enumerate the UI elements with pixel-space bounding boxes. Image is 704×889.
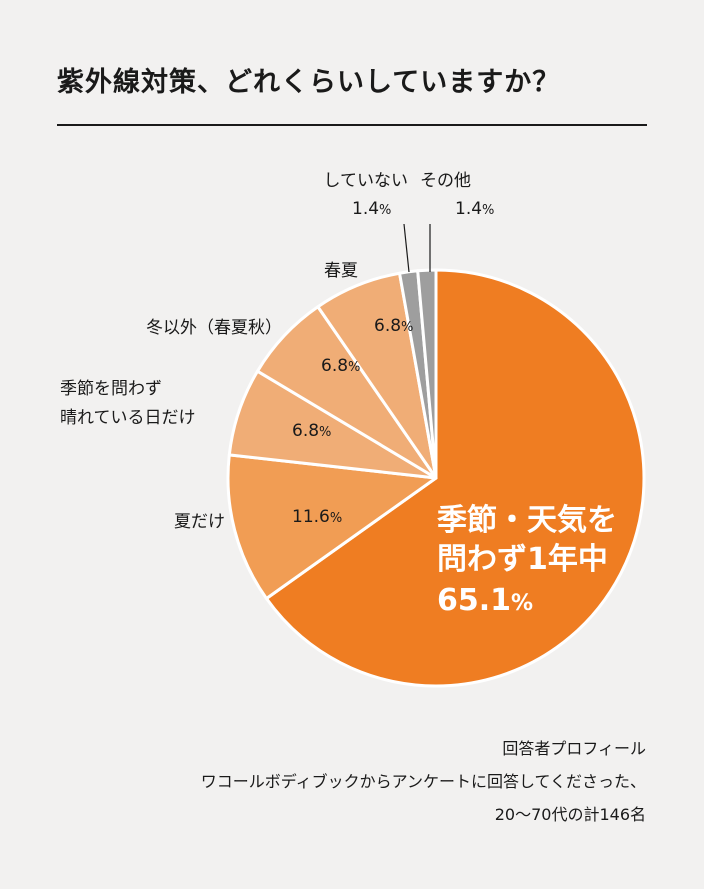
slice-value-label: 6.8% — [292, 421, 331, 441]
slice-category-label: 冬以外（春夏秋） — [146, 318, 282, 338]
leader-line — [403, 223, 410, 273]
slice-category-label: 夏だけ — [174, 512, 225, 532]
slice-label: 問わず1年中 — [437, 542, 608, 577]
slice-category-label: 晴れている日だけ — [60, 408, 196, 428]
slice-value-label: 11.6% — [292, 507, 342, 527]
slice-value-label: 6.8% — [374, 316, 413, 336]
slice-value-label: 1.4% — [352, 199, 391, 219]
footnote-line: 20～70代の計146名 — [494, 805, 646, 824]
slice-label: 季節・天気を — [437, 503, 617, 538]
respondent-profile-note: 回答者プロフィール ワコールボディブックからアンケートに回答してくださった、 2… — [201, 732, 646, 831]
footnote-line: ワコールボディブックからアンケートに回答してくださった、 — [200, 772, 646, 791]
footnote-heading: 回答者プロフィール — [502, 739, 646, 758]
slice-value-label: 1.4% — [455, 199, 494, 219]
title-divider — [57, 124, 647, 126]
pie-slice — [416, 268, 438, 480]
slice-value-label: 65.1% — [437, 583, 533, 618]
slice-category-label: その他 — [420, 171, 471, 191]
slice-category-label: 春夏 — [324, 261, 358, 281]
chart-title: 紫外線対策、どれくらいしていますか？ — [57, 67, 561, 98]
slice-category-label: していない — [324, 171, 409, 191]
slice-value-label: 6.8% — [321, 356, 360, 376]
pie-slice — [264, 268, 646, 688]
pie-slice — [226, 453, 438, 601]
slice-category-label: 季節を問わず — [60, 379, 162, 399]
